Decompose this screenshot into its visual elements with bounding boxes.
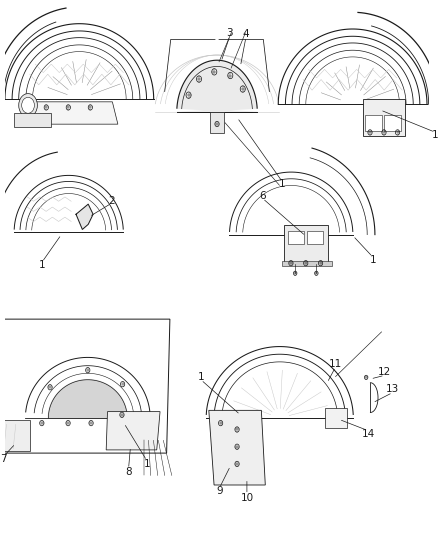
FancyBboxPatch shape — [0, 420, 29, 451]
Polygon shape — [48, 379, 127, 418]
Polygon shape — [177, 60, 257, 112]
Circle shape — [22, 98, 35, 114]
Text: 1: 1 — [369, 255, 376, 265]
Text: 4: 4 — [243, 29, 249, 39]
Text: 10: 10 — [240, 492, 254, 503]
FancyBboxPatch shape — [363, 100, 405, 136]
Text: 1: 1 — [432, 130, 438, 140]
FancyBboxPatch shape — [14, 113, 51, 127]
Polygon shape — [209, 410, 265, 485]
Text: 6: 6 — [259, 190, 266, 200]
Text: 11: 11 — [329, 359, 342, 369]
Text: 7: 7 — [0, 455, 7, 464]
Text: 8: 8 — [125, 467, 132, 477]
Text: 1: 1 — [144, 459, 150, 469]
Text: 1: 1 — [39, 260, 45, 270]
FancyBboxPatch shape — [385, 115, 401, 131]
Text: 1: 1 — [279, 179, 286, 189]
FancyBboxPatch shape — [282, 261, 332, 266]
Text: 13: 13 — [386, 384, 399, 394]
Polygon shape — [106, 411, 160, 450]
Text: 14: 14 — [362, 429, 375, 439]
FancyBboxPatch shape — [284, 225, 328, 264]
Polygon shape — [0, 319, 170, 453]
Text: 1: 1 — [198, 372, 204, 382]
Text: 9: 9 — [216, 487, 223, 496]
Text: 3: 3 — [226, 28, 233, 38]
Circle shape — [19, 94, 37, 117]
FancyBboxPatch shape — [365, 115, 382, 131]
FancyBboxPatch shape — [210, 112, 224, 133]
Polygon shape — [27, 102, 118, 124]
FancyBboxPatch shape — [325, 408, 347, 428]
FancyBboxPatch shape — [307, 231, 323, 244]
Polygon shape — [5, 6, 154, 99]
Polygon shape — [278, 11, 427, 104]
Text: 2: 2 — [108, 196, 115, 206]
Text: 12: 12 — [378, 367, 392, 377]
Polygon shape — [76, 204, 93, 229]
FancyBboxPatch shape — [288, 231, 304, 244]
